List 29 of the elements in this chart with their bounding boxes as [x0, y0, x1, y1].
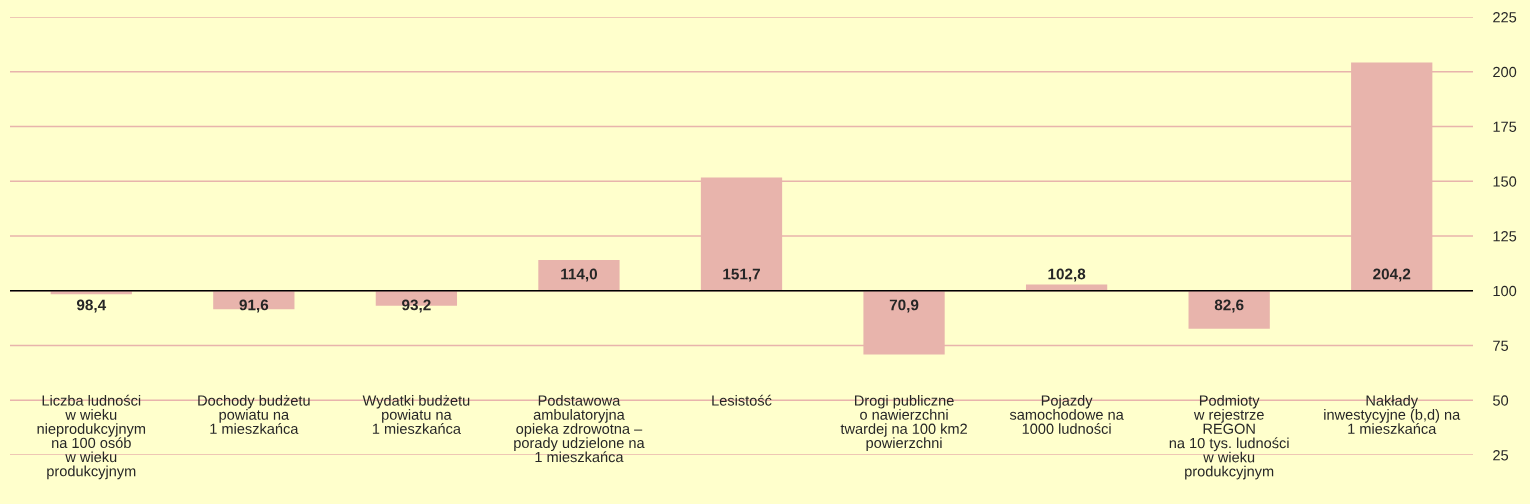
- data-label: 151,7: [723, 268, 760, 282]
- data-label: 114,0: [561, 268, 598, 282]
- y-tick-label: 150: [1493, 176, 1517, 187]
- data-label: 70,9: [889, 299, 919, 313]
- y-tick-label: 50: [1493, 395, 1509, 406]
- data-label: 102,8: [1048, 268, 1086, 282]
- y-tick-label: 225: [1493, 12, 1517, 23]
- data-label: 82,6: [1214, 299, 1244, 313]
- x-tick-label: Dochody budżetu powiatu na 1 mieszkańca: [198, 394, 310, 434]
- y-tick-label: 125: [1493, 231, 1517, 242]
- x-tick-label: Podmioty w rejestrze REGON na 10 tys. ludności w wieku produkcyjnym: [1169, 394, 1289, 480]
- x-tick-label: Pojazdy samochodowe na 1000 ludności: [1009, 394, 1124, 434]
- y-tick-label: 100: [1493, 285, 1517, 297]
- data-label: 93,2: [402, 299, 431, 313]
- x-tick-label: Podstawowa ambulatoryjna opieka zdrowotna – porady udzielone na 1 mieszkańca: [514, 394, 645, 463]
- x-tick-label: Nakłady inwestycyjne (b,d) na 1 mieszkańca: [1324, 394, 1461, 434]
- y-tick-label: 25: [1493, 450, 1509, 461]
- x-tick-label: Liczba ludności w wieku nieprodukcyjnym na 100 osób w wieku produkcyjnym: [37, 394, 146, 480]
- y-tick-label: 75: [1493, 340, 1509, 351]
- data-label: 98,4: [76, 299, 107, 313]
- x-tick-label: Wydatki budżetu powiatu na 1 mieszkańca: [362, 394, 470, 434]
- data-label: 204,2: [1373, 268, 1411, 282]
- x-tick-label: Drogi publiczne o nawierzchni twardej na 100 km2 powierzchni: [840, 394, 967, 451]
- bar: [1188, 290, 1270, 329]
- y-tick-label: 200: [1493, 66, 1517, 78]
- bar: [538, 260, 620, 291]
- x-tick-label: Lesistość: [712, 394, 772, 406]
- data-label: 91,6: [239, 299, 269, 313]
- y-tick-label: 175: [1493, 121, 1517, 132]
